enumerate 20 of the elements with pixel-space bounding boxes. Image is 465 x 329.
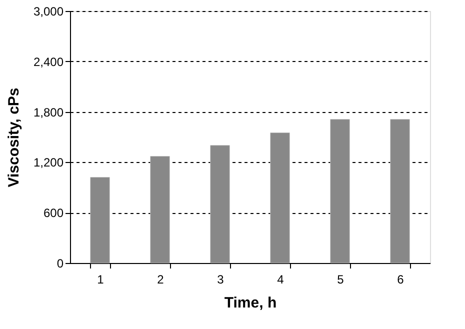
y-tick-label: 1,800 — [33, 105, 64, 120]
x-axis-title: Time, h — [224, 294, 277, 312]
x-tick-label: 4 — [277, 272, 284, 286]
bar — [270, 132, 290, 264]
bar — [390, 119, 410, 264]
bar — [150, 156, 170, 264]
bar — [210, 145, 230, 264]
y-tick-label: 1,200 — [33, 156, 64, 170]
x-tick-label: 2 — [157, 272, 164, 286]
y-tick-label: 3,000 — [33, 4, 64, 18]
y-tick-label: 2,400 — [33, 54, 64, 69]
y-tick-label: 600 — [43, 206, 64, 220]
x-tick-label: 1 — [97, 272, 104, 286]
bar — [90, 177, 110, 264]
x-tick-label: 3 — [217, 272, 224, 286]
y-axis-title: Viscosity, cPs — [5, 88, 22, 188]
x-tick-label: 5 — [337, 272, 344, 286]
x-tick-label: 6 — [397, 272, 404, 286]
y-tick-label: 0 — [56, 256, 64, 270]
bar — [330, 119, 350, 264]
